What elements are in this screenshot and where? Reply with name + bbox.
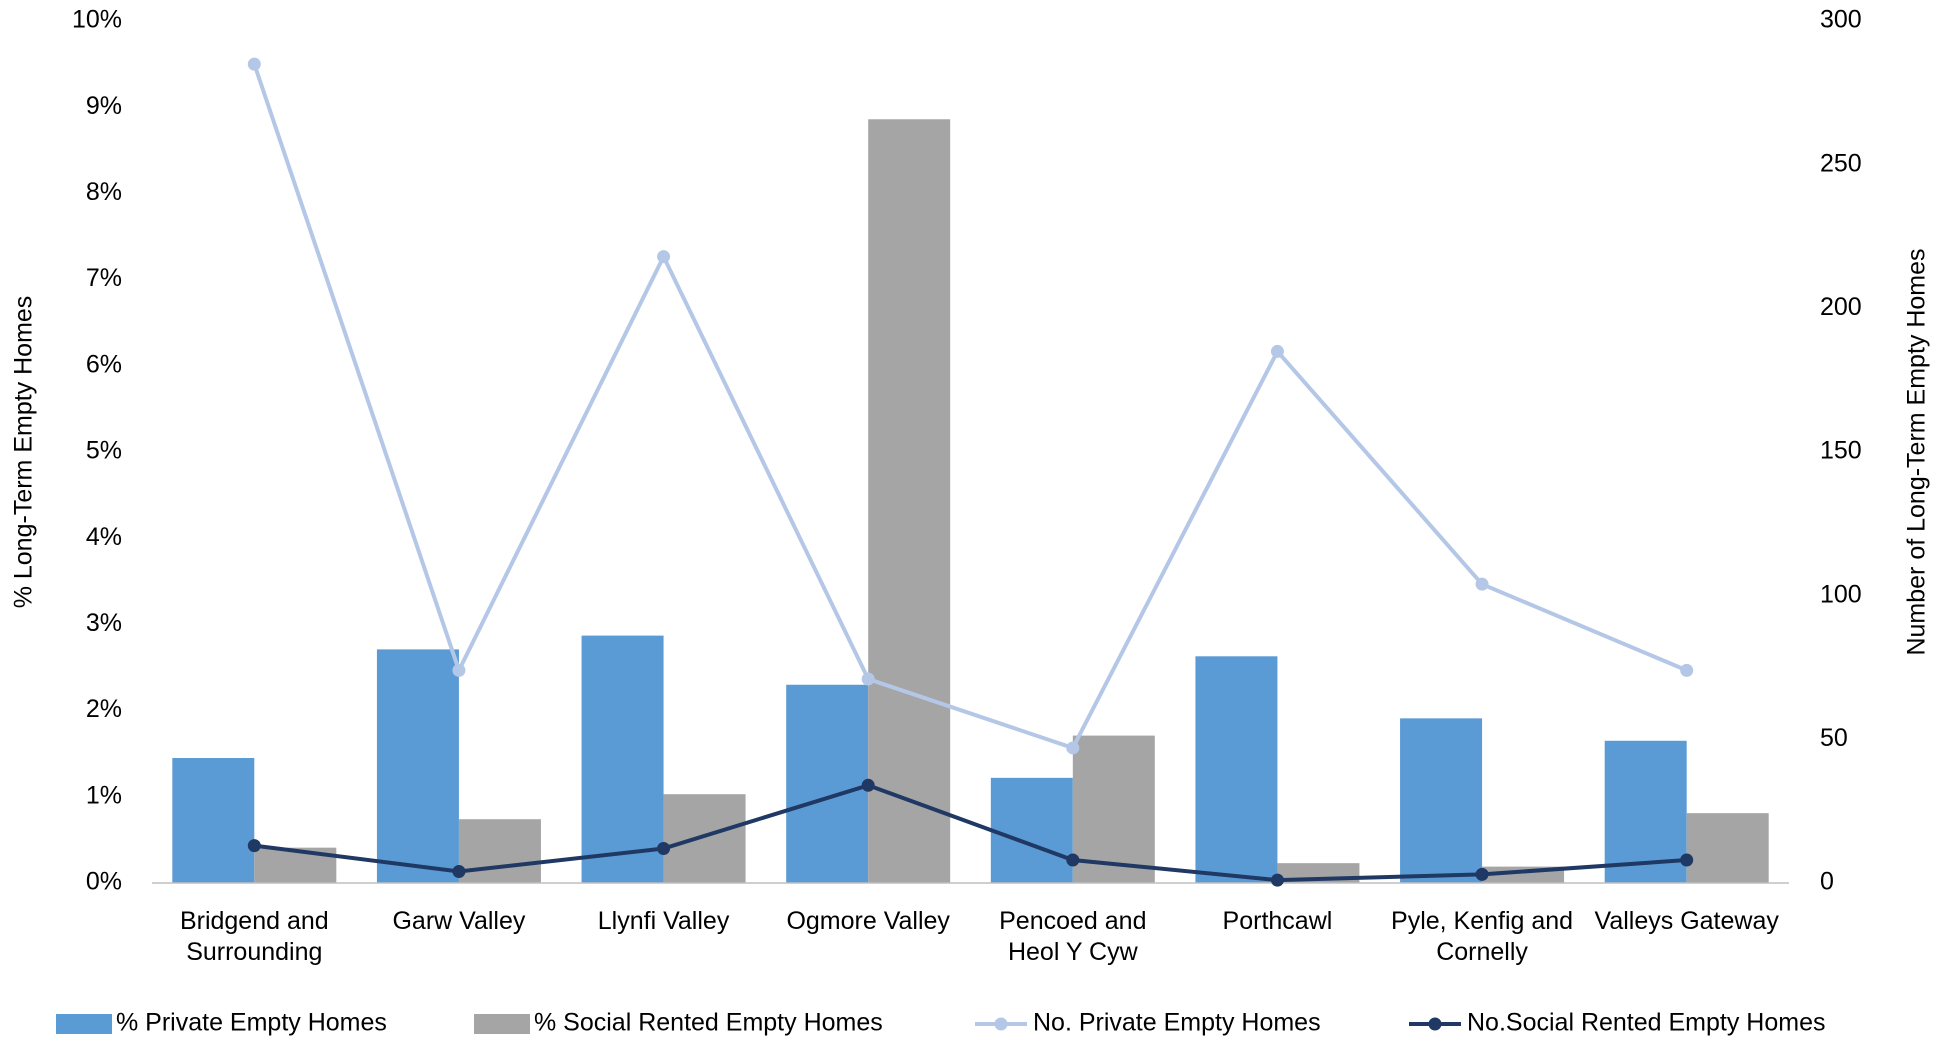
- y-tick-label: 6%: [86, 350, 122, 378]
- marker: [1270, 873, 1284, 887]
- bar: [663, 794, 746, 883]
- bar: [868, 119, 951, 883]
- y-tick-label: 2%: [86, 695, 122, 723]
- legend-swatch: [1428, 1017, 1442, 1031]
- y-tick-label: 1%: [86, 781, 122, 809]
- y-tick-label: 9%: [86, 92, 122, 120]
- marker: [1270, 344, 1284, 358]
- y-tick-label: 5%: [86, 437, 122, 465]
- x-tick-label: Llynfi Valley: [597, 907, 730, 935]
- marker: [1066, 741, 1080, 755]
- marker: [1680, 853, 1694, 867]
- bar: [1400, 718, 1483, 883]
- marker: [1680, 663, 1694, 677]
- legend-swatch: [474, 1014, 530, 1034]
- y2-tick-label: 300: [1820, 6, 1862, 34]
- x-tick-label: Valleys Gateway: [1594, 907, 1779, 935]
- y-tick-label: 0%: [86, 868, 122, 896]
- x-tick-label: Bridgend and Surrounding: [179, 907, 329, 966]
- y2-tick-label: 100: [1820, 580, 1862, 608]
- bar: [376, 649, 459, 883]
- y-tick-label: 3%: [86, 609, 122, 637]
- marker: [861, 672, 875, 686]
- x-tick-label: Porthcawl: [1222, 907, 1333, 935]
- y-tick-label: 4%: [86, 523, 122, 551]
- y-axis-title: % Long-Term Empty Homes: [10, 296, 38, 609]
- bar: [786, 684, 869, 883]
- marker: [247, 839, 261, 853]
- marker: [861, 778, 875, 792]
- legend-swatch: [56, 1014, 112, 1034]
- marker: [1475, 577, 1489, 591]
- y2-tick-label: 50: [1820, 724, 1848, 752]
- bar: [458, 819, 541, 883]
- y-tick-label: 7%: [86, 264, 122, 292]
- legend-swatch: [994, 1017, 1008, 1031]
- y-tick-label: 8%: [86, 178, 122, 206]
- y2-tick-label: 0: [1820, 868, 1834, 896]
- y2-tick-label: 150: [1820, 437, 1862, 465]
- legend-label: % Social Rented Empty Homes: [534, 1009, 883, 1037]
- marker: [452, 865, 466, 879]
- x-tick-label: Ogmore Valley: [786, 907, 950, 935]
- marker: [452, 663, 466, 677]
- marker: [657, 842, 671, 856]
- marker: [247, 57, 261, 71]
- legend-label: % Private Empty Homes: [116, 1009, 387, 1037]
- bar: [990, 777, 1073, 883]
- legend-label: No.Social Rented Empty Homes: [1467, 1009, 1825, 1037]
- marker: [1475, 867, 1489, 881]
- bar: [1195, 656, 1278, 883]
- bar: [581, 635, 664, 883]
- marker: [657, 250, 671, 264]
- y-tick-label: 10%: [72, 6, 122, 34]
- legend-label: No. Private Empty Homes: [1033, 1009, 1321, 1037]
- marker: [1066, 853, 1080, 867]
- line: [252, 63, 1688, 751]
- x-tick-label: Garw Valley: [392, 907, 526, 935]
- bar: [172, 758, 255, 883]
- line: [254, 783, 1687, 883]
- x-tick-label: Pencoed and Heol Y Cyw: [999, 907, 1147, 966]
- x-tick-label: Pyle, Kenfig and Cornelly: [1391, 907, 1574, 966]
- bar: [1686, 813, 1769, 883]
- y2-tick-label: 250: [1820, 149, 1862, 177]
- y2-axis-title: Number of Long-Term Empty Homes: [1903, 248, 1931, 655]
- bar: [1072, 735, 1155, 883]
- y2-tick-label: 200: [1820, 293, 1862, 321]
